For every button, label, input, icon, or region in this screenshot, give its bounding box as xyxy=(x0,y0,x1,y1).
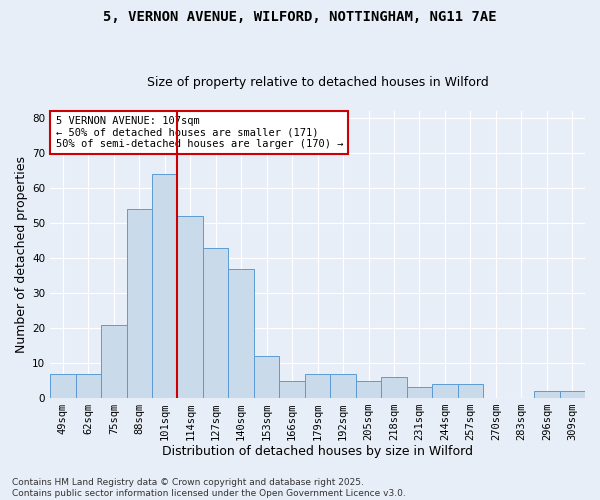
Text: Contains HM Land Registry data © Crown copyright and database right 2025.
Contai: Contains HM Land Registry data © Crown c… xyxy=(12,478,406,498)
Bar xyxy=(331,374,356,398)
Bar xyxy=(229,268,254,398)
Bar xyxy=(50,374,76,398)
Bar xyxy=(101,324,127,398)
Bar xyxy=(407,388,432,398)
Bar xyxy=(152,174,178,398)
Bar xyxy=(76,374,101,398)
Bar xyxy=(254,356,280,398)
Bar xyxy=(534,391,560,398)
Bar xyxy=(127,210,152,398)
Bar xyxy=(560,391,585,398)
Bar xyxy=(432,384,458,398)
Bar xyxy=(305,374,331,398)
Y-axis label: Number of detached properties: Number of detached properties xyxy=(15,156,28,353)
Bar xyxy=(203,248,229,398)
Bar xyxy=(178,216,203,398)
X-axis label: Distribution of detached houses by size in Wilford: Distribution of detached houses by size … xyxy=(162,444,473,458)
Text: 5, VERNON AVENUE, WILFORD, NOTTINGHAM, NG11 7AE: 5, VERNON AVENUE, WILFORD, NOTTINGHAM, N… xyxy=(103,10,497,24)
Bar xyxy=(381,377,407,398)
Text: 5 VERNON AVENUE: 107sqm
← 50% of detached houses are smaller (171)
50% of semi-d: 5 VERNON AVENUE: 107sqm ← 50% of detache… xyxy=(56,116,343,149)
Bar xyxy=(356,380,381,398)
Bar xyxy=(280,380,305,398)
Bar xyxy=(458,384,483,398)
Title: Size of property relative to detached houses in Wilford: Size of property relative to detached ho… xyxy=(147,76,488,90)
